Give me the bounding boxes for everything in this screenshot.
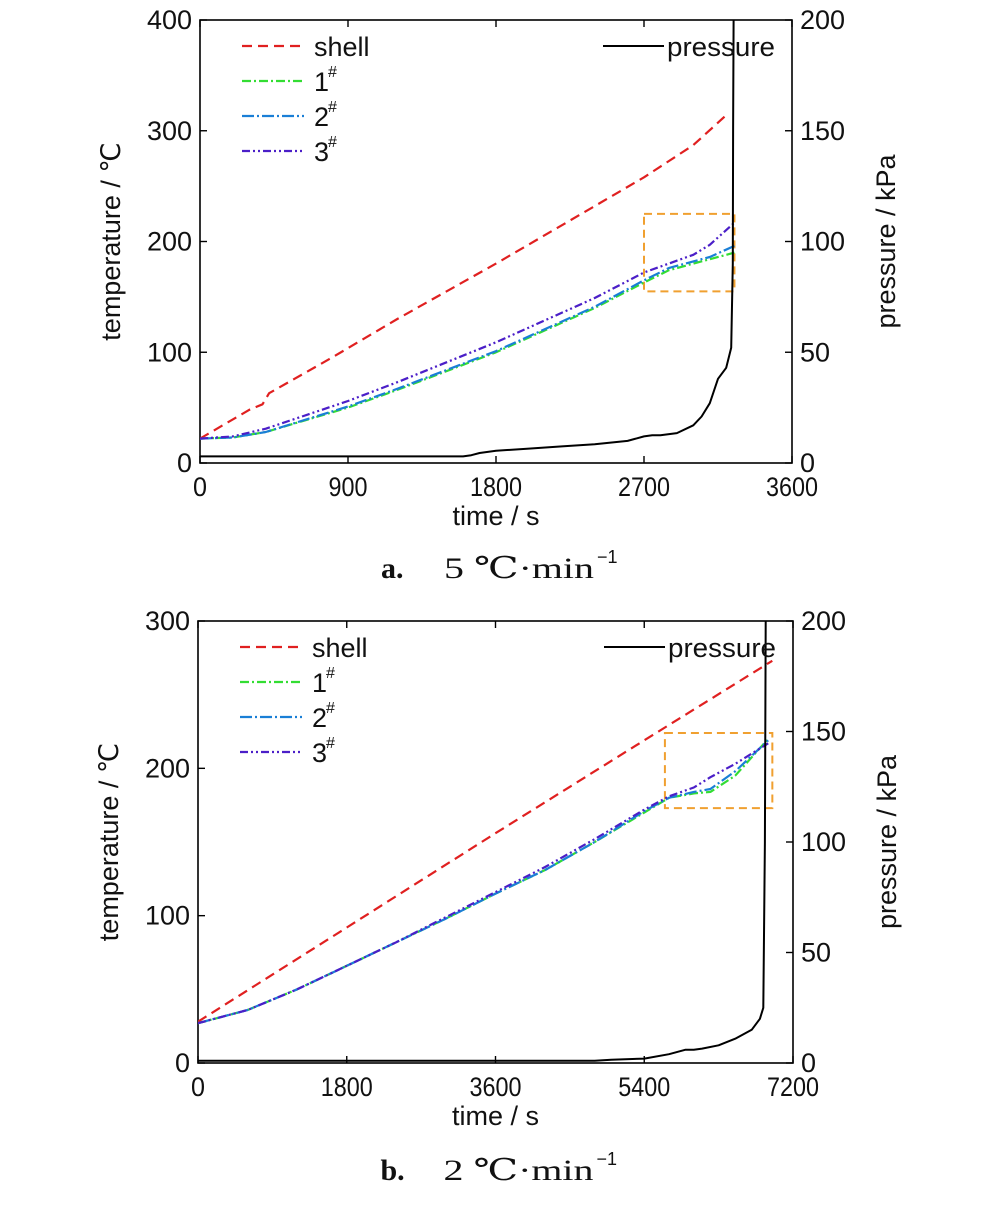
x-tick-label: 7200 (767, 1072, 819, 1102)
caption-text: 2 ℃·min (444, 1154, 594, 1187)
y-left-tick-label: 200 (145, 753, 190, 783)
x-tick-label: 1800 (321, 1072, 373, 1102)
x-tick-label: 0 (193, 472, 207, 502)
series-layer (200, 20, 736, 458)
x-tick-label: 3600 (766, 472, 818, 502)
series-line-t3 (198, 742, 769, 1025)
legend-label-t3: 3 (312, 738, 327, 768)
legend-sup-t1: # (328, 64, 337, 81)
x-tick-label: 0 (191, 1072, 205, 1102)
y-left-tick-label: 0 (175, 1048, 190, 1078)
legend-label-pressure: pressure (668, 633, 776, 663)
y-left-tick-label: 300 (145, 606, 190, 636)
y-right-axis-label: pressure / kPa (871, 153, 901, 328)
y-right-axis-label: pressure / kPa (872, 754, 902, 929)
legend-label-shell: shell (314, 32, 370, 62)
legend-label-t1: 1 (314, 67, 329, 97)
x-tick-label: 1800 (470, 472, 522, 502)
chart-panel-b: 0 1800 3600 5400 72000100200300050100150200t… (94, 606, 902, 1187)
caption-label: a. (381, 552, 404, 585)
y-right-tick-label: 100 (801, 827, 846, 857)
y-left-tick-label: 0 (177, 448, 192, 478)
x-tick-label: 3600 (470, 1072, 522, 1102)
y-left-axis-label: temperature / ℃ (94, 743, 124, 941)
highlight-box (643, 212, 736, 293)
series-line-shell (198, 659, 773, 1023)
series-line-t3 (200, 221, 736, 440)
series-line-pressure (198, 621, 767, 1062)
y-right-tick-label: 50 (800, 337, 830, 367)
plot-frame (197, 620, 794, 1064)
legend-label-shell: shell (312, 633, 368, 663)
legend-label-t2: 2 (312, 703, 327, 733)
y-right-tick-label: 50 (801, 938, 831, 968)
legend-label-t3: 3 (314, 137, 329, 167)
series-line-t2 (198, 739, 769, 1025)
legend-sup-t3: # (326, 735, 335, 752)
series-line-shell (200, 114, 727, 440)
legend-sup-t2: # (328, 99, 337, 116)
y-right-tick-label: 0 (801, 1048, 816, 1078)
legend-sup-t2: # (326, 700, 335, 717)
caption-text: 5 ℃·min (444, 552, 594, 585)
legend-label-t2: 2 (314, 102, 329, 132)
series-layer (198, 621, 773, 1062)
y-right-tick-label: 150 (801, 717, 846, 747)
caption-label: b. (381, 1154, 405, 1187)
y-left-tick-label: 300 (147, 116, 192, 146)
legend-label-t1: 1 (312, 668, 327, 698)
y-left-tick-label: 400 (147, 5, 192, 35)
x-axis-label: time / s (452, 1101, 539, 1131)
x-tick-label: 900 (329, 472, 368, 502)
series-line-pressure (200, 20, 735, 458)
chart-panel-a: 0 900 1800 2700 3600010020030040005010015020… (96, 5, 901, 585)
y-left-tick-label: 100 (145, 901, 190, 931)
y-right-tick-label: 200 (801, 606, 846, 636)
caption-sup: −1 (597, 547, 618, 567)
highlight-box (663, 731, 774, 810)
y-right-tick-label: 0 (800, 448, 815, 478)
series-line-t2 (200, 244, 735, 440)
caption-sup: −1 (597, 1149, 618, 1169)
y-left-axis-label: temperature / ℃ (96, 142, 126, 340)
y-left-tick-label: 200 (147, 227, 192, 257)
y-right-tick-label: 150 (800, 116, 845, 146)
y-right-tick-label: 100 (800, 227, 845, 257)
legend-label-pressure: pressure (667, 32, 775, 62)
legend-sup-t3: # (328, 134, 337, 151)
x-tick-label: 2700 (618, 472, 670, 502)
y-right-tick-label: 200 (800, 5, 845, 35)
series-line-t1 (198, 738, 770, 1025)
legend-sup-t1: # (326, 665, 335, 682)
x-axis-label: time / s (452, 501, 539, 531)
y-left-tick-label: 100 (147, 337, 192, 367)
plot-frame (199, 19, 793, 464)
x-tick-label: 5400 (618, 1072, 670, 1102)
